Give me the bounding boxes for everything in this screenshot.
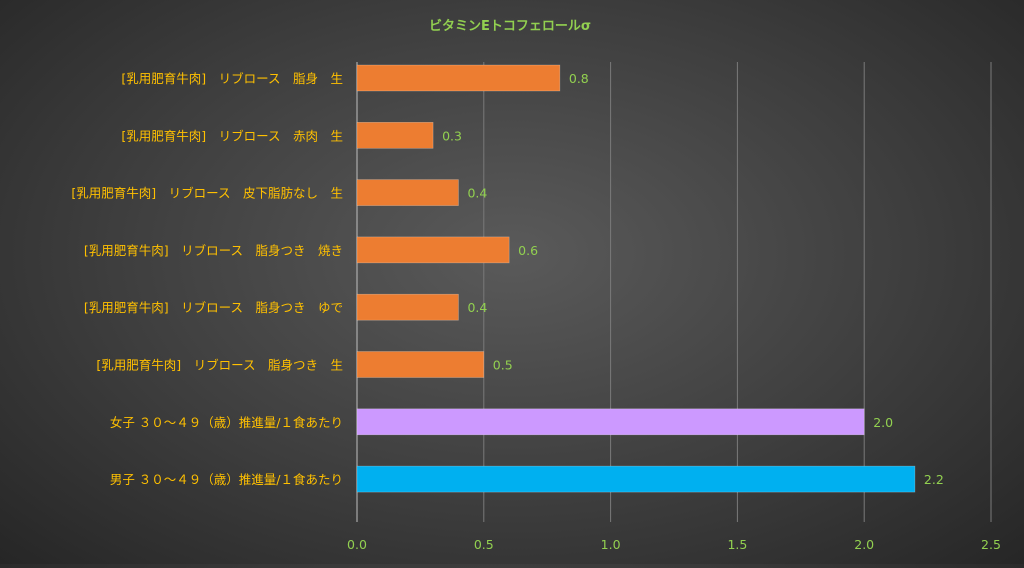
data-label: 2.0 (873, 415, 893, 430)
data-label: 0.4 (467, 186, 487, 201)
bars (356, 64, 916, 493)
bar (356, 465, 916, 493)
category-label: [乳用肥育牛肉] リブロース 脂身つき ゆで (84, 300, 343, 315)
category-label: [乳用肥育牛肉] リブロース 皮下脂肪なし 生 (71, 186, 343, 201)
data-label: 0.4 (467, 300, 487, 315)
x-tick-label: 2.5 (981, 537, 1001, 552)
x-axis-ticks: 0.0 0.5 1.0 1.5 2.0 2.5 (347, 537, 1001, 552)
category-label: [乳用肥育牛肉] リブロース 脂身つき 焼き (84, 243, 343, 258)
chart-title: ビタミンEトコフェロールσ (429, 18, 591, 34)
x-tick-label: 0.5 (474, 537, 494, 552)
category-label: [乳用肥育牛肉] リブロース 脂身つき 生 (96, 358, 343, 373)
category-label: 男子 ３０～４９（歳）推進量/１食あたり (110, 472, 343, 487)
category-label: [乳用肥育牛肉] リブロース 脂身 生 (121, 71, 343, 86)
data-label: 0.6 (518, 243, 538, 258)
bar (356, 64, 561, 92)
x-tick-label: 1.0 (601, 537, 621, 552)
bar (356, 351, 485, 378)
data-label: 0.8 (569, 71, 589, 86)
gridlines (356, 62, 992, 522)
data-label: 2.2 (924, 472, 944, 487)
x-tick-label: 1.5 (727, 537, 747, 552)
category-labels: [乳用肥育牛肉] リブロース 脂身 生 [乳用肥育牛肉] リブロース 赤肉 生 [乳… (71, 71, 343, 487)
x-tick-label: 0.0 (347, 537, 367, 552)
bar (356, 408, 865, 436)
data-label: 0.5 (493, 358, 513, 373)
bar (356, 179, 459, 206)
category-label: 女子 ３０～４９（歳）推進量/１食あたり (110, 415, 343, 430)
bar (356, 293, 459, 321)
data-label: 0.3 (442, 128, 462, 143)
x-tick-label: 2.0 (854, 537, 874, 552)
value-labels: 0.8 0.3 0.4 0.6 0.4 0.5 2.0 2.2 (442, 71, 944, 487)
bar (356, 122, 434, 149)
category-label: [乳用肥育牛肉] リブロース 赤肉 生 (121, 128, 343, 143)
bar (356, 236, 510, 264)
